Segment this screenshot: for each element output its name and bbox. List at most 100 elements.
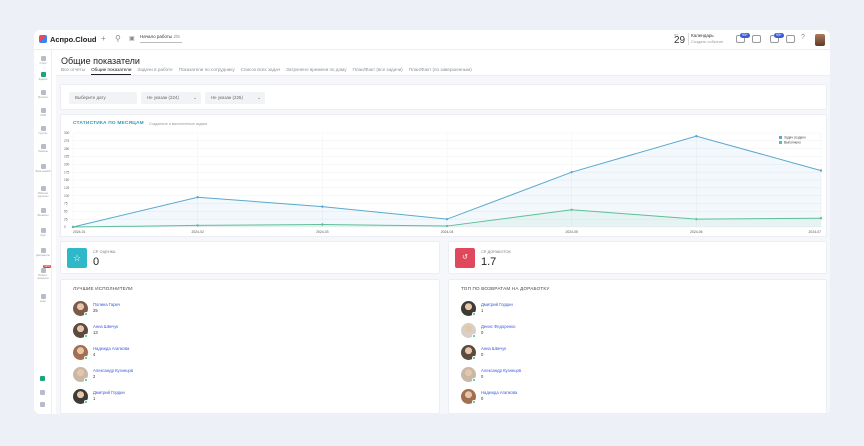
sidebar-item-label: Финансы	[37, 214, 49, 217]
tab-8[interactable]: План/Факт (по завершенным)	[408, 67, 472, 72]
list-item[interactable]: Анна Швечук 0	[461, 345, 631, 361]
search-icon[interactable]: ⚲	[115, 34, 121, 43]
tab-1[interactable]: Все отчёты	[61, 67, 86, 72]
sidebar-item-7[interactable]: База знаний	[34, 164, 52, 173]
date-picker[interactable]: Выберите дату	[69, 92, 137, 104]
chat-icon[interactable]	[786, 35, 795, 43]
person-value: 0	[481, 374, 484, 379]
finance-icon	[40, 208, 46, 213]
data-point	[570, 170, 573, 174]
docs-icon	[40, 248, 46, 253]
person-name[interactable]: Дмитрий Гордин	[93, 390, 125, 395]
online-indicator	[84, 400, 88, 404]
statistics-chart: 0 25 50 75 100 125 150 175 200 225 250 275 300 2024-0…	[64, 131, 823, 234]
list-item[interactable]: Александр Кузнецов 2	[73, 367, 243, 383]
person-value: 0	[481, 352, 484, 357]
person-name[interactable]: Полина Гарич	[93, 302, 121, 307]
day-number: 29	[674, 35, 686, 46]
person-value: 4	[93, 352, 96, 357]
person-name[interactable]: Анна Швечук	[481, 346, 507, 351]
y-tick-label: 25	[64, 217, 68, 221]
person-value: 1	[93, 396, 96, 401]
x-tick-label: 2024-05	[565, 230, 578, 234]
getting-started-link[interactable]: Начало работы 2/5	[140, 34, 180, 39]
sidebar-item-label: Ещё	[40, 300, 46, 303]
help-icon[interactable]: ?	[801, 34, 805, 41]
chart-card: СТАТИСТИКА ПО МЕСЯЦАМ Созданные и выполн…	[60, 114, 827, 237]
sidebar-item-5[interactable]: Группы	[34, 126, 52, 135]
y-tick-label: 225	[64, 155, 70, 159]
home-icon	[40, 56, 46, 61]
person-name[interactable]: Анна Швечук	[93, 324, 119, 329]
tab-4[interactable]: Показатели по сотруднику	[178, 67, 235, 72]
rework-value: 1.7	[481, 256, 497, 268]
star-icon: ☆	[67, 248, 87, 268]
logo-icon[interactable]	[39, 35, 47, 43]
user-avatar[interactable]	[815, 34, 825, 46]
y-tick-label: 300	[64, 131, 70, 135]
top-returns-title: ТОП ПО ВОЗВРАТАМ НА ДОРАБОТКУ	[461, 286, 550, 291]
brand-name[interactable]: Аспро.Cloud	[50, 35, 97, 44]
person-name[interactable]: Александр Кузнецов	[481, 368, 522, 373]
y-tick-label: 250	[64, 147, 70, 151]
sidebar-item-2[interactable]: Задачи	[34, 72, 52, 81]
tab-3[interactable]: Задачи в работе	[137, 67, 173, 72]
legend-swatch	[779, 136, 782, 139]
person-value: 25	[93, 308, 98, 313]
list-item[interactable]: Надежда Агапкова 0	[461, 389, 631, 405]
list-item[interactable]: Александр Кузнецов 0	[461, 367, 631, 383]
app-window: Аспро.Cloud + ⚲ ▣ Начало работы 2/5 ПТ 2…	[34, 30, 830, 414]
divider	[688, 33, 689, 45]
list-item[interactable]: Дмитрий Гордин 1	[73, 389, 243, 405]
person-name[interactable]: Денис Федоренко	[481, 324, 516, 329]
list-item[interactable]: Надежда Агапкова 4	[73, 345, 243, 361]
integrations-icon[interactable]	[40, 376, 45, 381]
tasks-icon[interactable]	[752, 35, 761, 43]
sidebar-item-4[interactable]: CRM	[34, 108, 52, 117]
person-name[interactable]: Надежда Агапкова	[481, 390, 518, 395]
tab-2[interactable]: Общие показатели	[91, 67, 132, 75]
sidebar-item-12[interactable]: Бизнес-процессы NEW	[34, 265, 52, 280]
sidebar: Старт Задачи Проекты CRM Группы Помощь База зн…	[34, 50, 52, 414]
legend-label: Задач создано	[784, 136, 806, 140]
data-point	[196, 196, 199, 199]
list-item[interactable]: Денис Федоренко 0	[461, 323, 631, 339]
sidebar-item-11[interactable]: Документы	[34, 248, 52, 257]
data-point	[819, 169, 823, 172]
getting-started-label: Начало работы	[140, 34, 173, 39]
page-title: Общие показатели	[61, 56, 140, 66]
knowledge-icon	[40, 164, 46, 169]
chart-title: СТАТИСТИКА ПО МЕСЯЦАМ	[73, 121, 144, 126]
list-item[interactable]: Дмитрий Гордин 1	[461, 301, 631, 317]
list-item[interactable]: Анна Швечук 13	[73, 323, 243, 339]
tab-5[interactable]: Список всех задач	[240, 67, 281, 72]
list-item[interactable]: Полина Гарич 25	[73, 301, 243, 317]
tab-7[interactable]: План/Факт (все задачи)	[352, 67, 403, 72]
plus-icon[interactable]: +	[101, 34, 106, 43]
date-widget[interactable]: ПТ 29	[674, 32, 688, 46]
sidebar-item-8[interactable]: Рабочие журналы	[34, 186, 52, 198]
person-name[interactable]: Александр Кузнецов	[93, 368, 134, 373]
calendar-title[interactable]: Календарь	[691, 33, 714, 38]
filter-select-1[interactable]: Не указан (224) ⌄	[141, 92, 201, 104]
settings-icon[interactable]	[40, 390, 45, 395]
y-tick-label: 200	[64, 163, 70, 167]
create-event-link[interactable]: Создать событие	[691, 39, 724, 44]
sidebar-item-1[interactable]: Старт	[34, 56, 52, 65]
sidebar-item-6[interactable]: Помощь	[34, 144, 52, 153]
collapse-icon[interactable]	[40, 402, 45, 407]
sidebar-item-9[interactable]: Финансы	[34, 208, 52, 217]
online-indicator	[84, 312, 88, 316]
tab-6[interactable]: Затрачено времени по дому	[286, 67, 347, 72]
filter-select-2[interactable]: Не указан (225) ⌄	[205, 92, 265, 104]
sidebar-item-3[interactable]: Проекты	[34, 90, 52, 99]
sidebar-item-10[interactable]: Курс	[34, 228, 52, 237]
filter-1-value: Не указан (224)	[147, 95, 179, 100]
person-name[interactable]: Дмитрий Гордин	[481, 302, 513, 307]
book-icon[interactable]: ▣	[129, 36, 135, 42]
sidebar-item-label: Проекты	[37, 96, 49, 99]
sidebar-item-13[interactable]: Ещё	[34, 294, 52, 303]
weekday-label: ПТ	[674, 33, 678, 37]
person-name[interactable]: Надежда Агапкова	[93, 346, 130, 351]
sidebar-item-label: Документы	[36, 254, 50, 257]
